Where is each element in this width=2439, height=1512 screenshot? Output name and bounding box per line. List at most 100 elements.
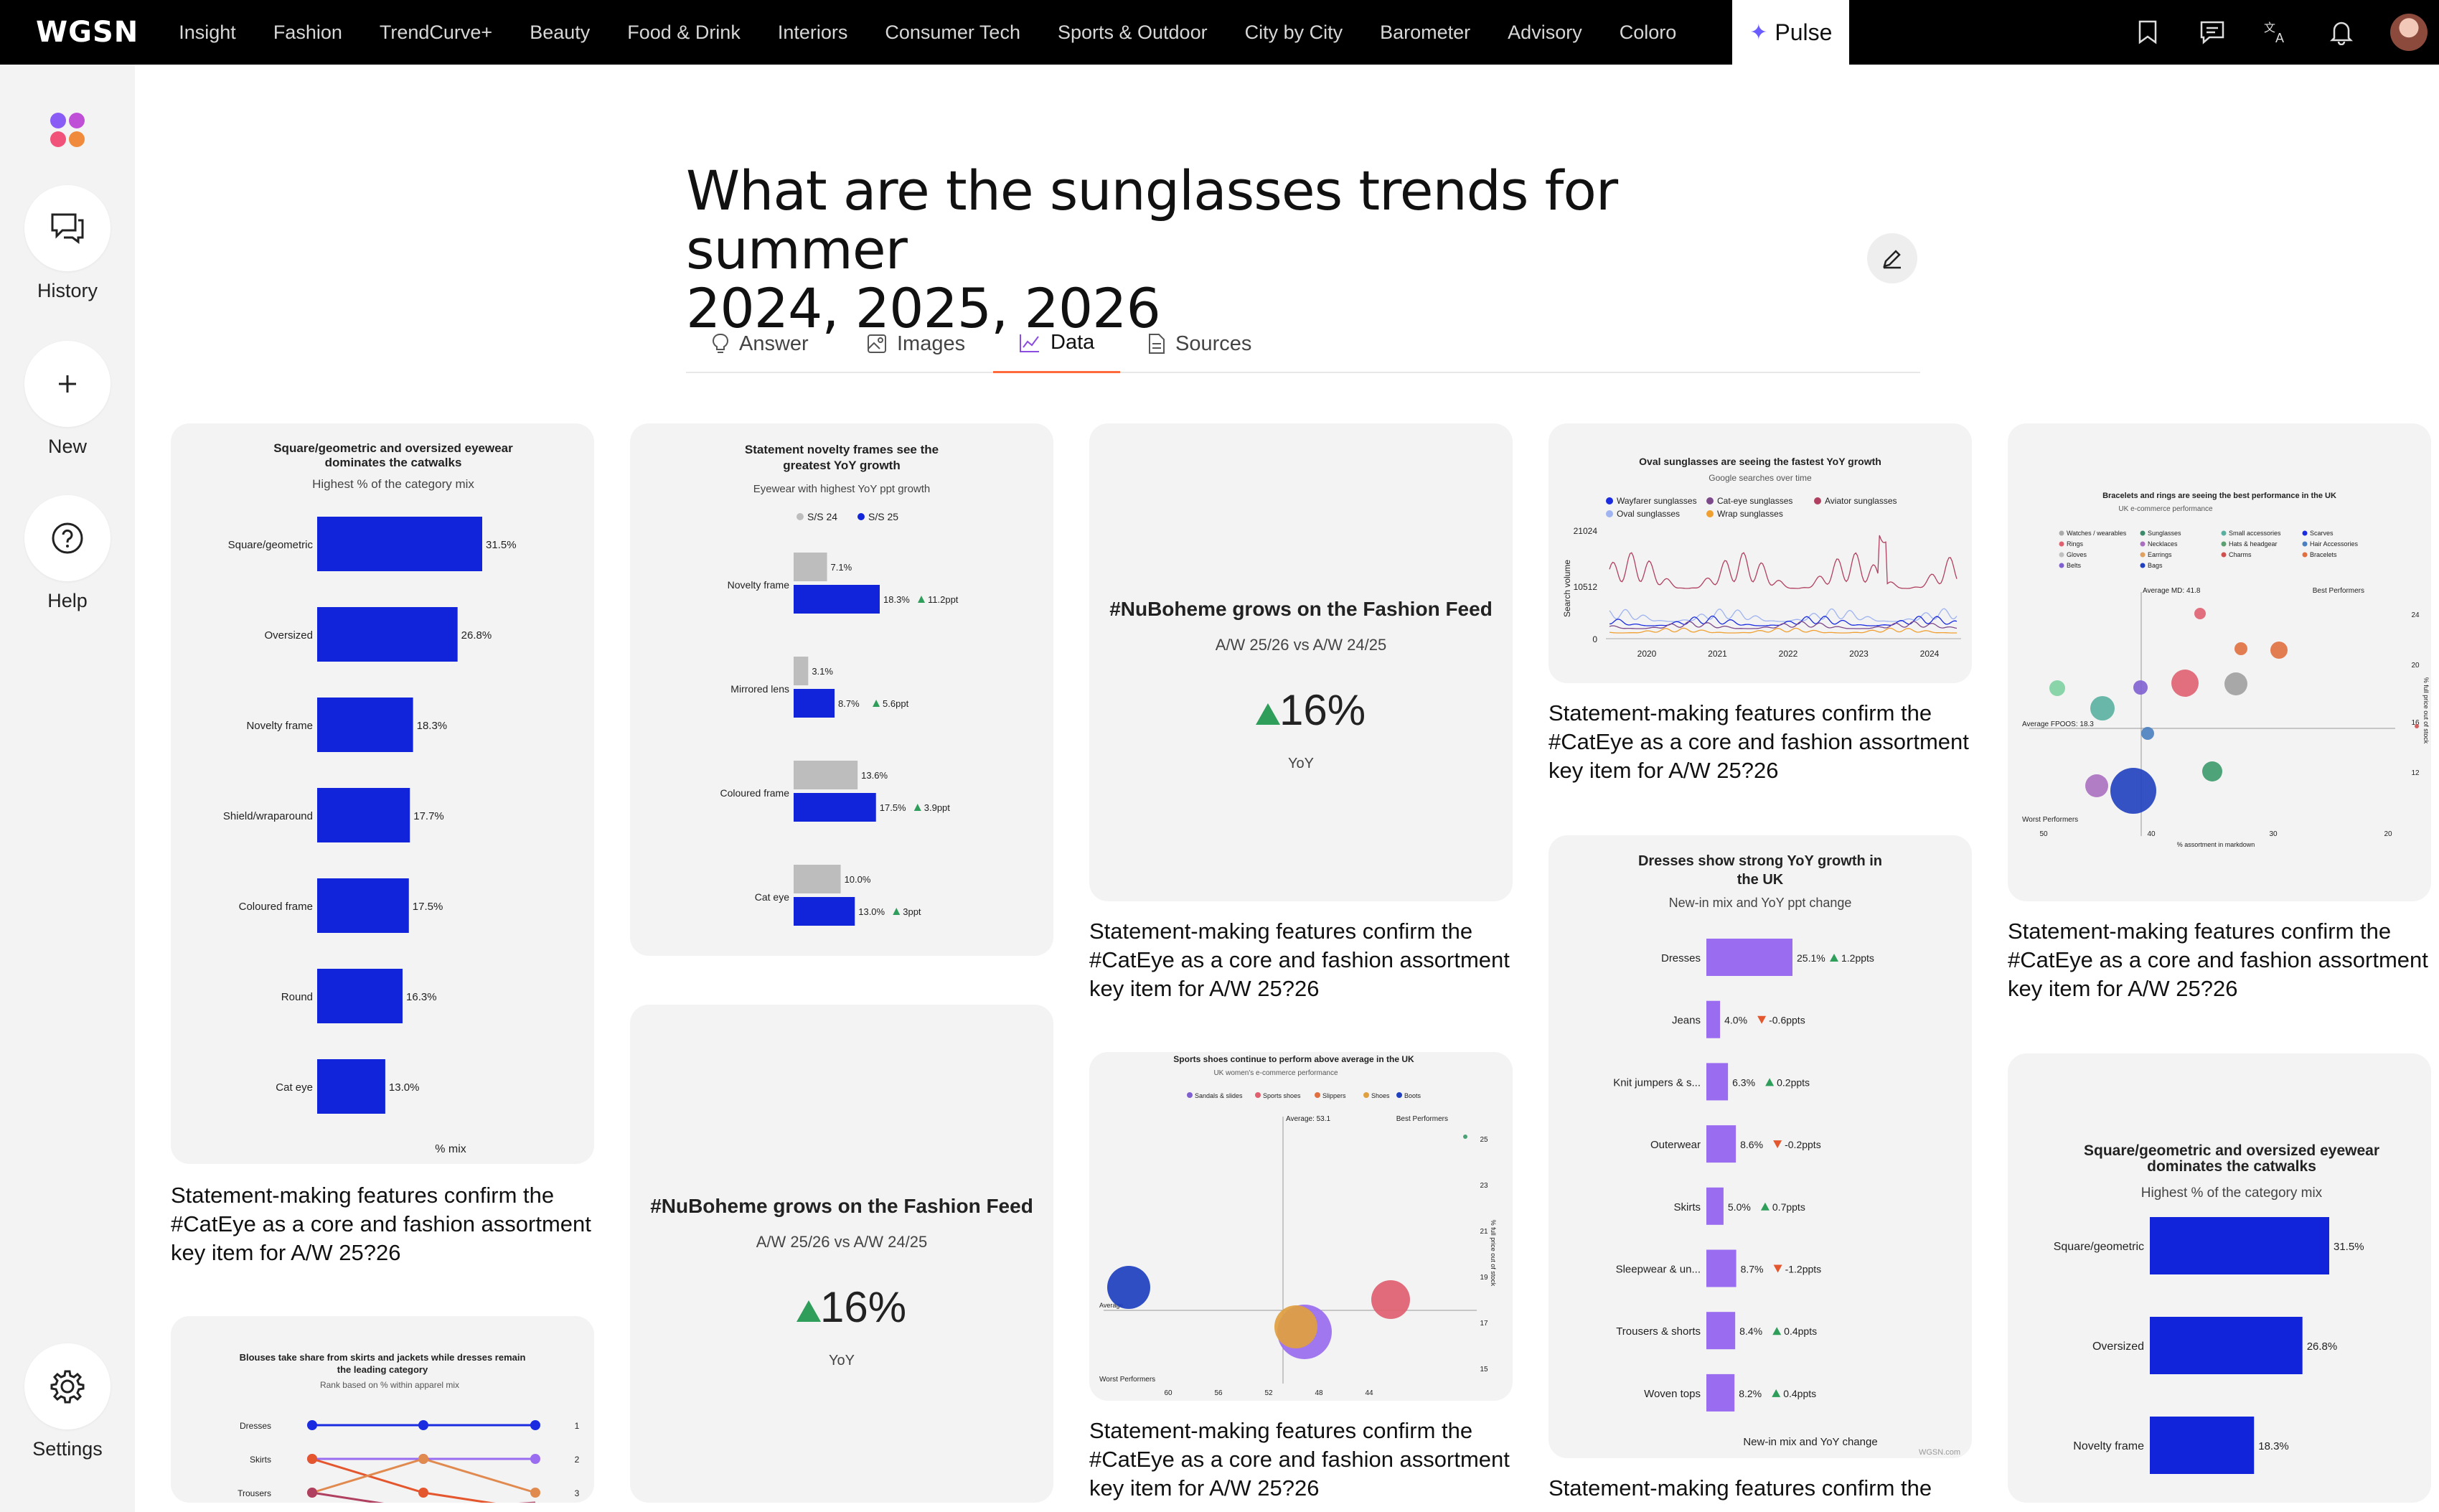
category-label: Jeans [1672, 1015, 1701, 1027]
chart-card-novelty-growth[interactable]: Statement novelty frames see the greatest… [630, 423, 1053, 956]
category-label: Cat eye [755, 891, 789, 903]
y-tick-label: 12 [2411, 769, 2420, 777]
bar [1706, 1249, 1737, 1287]
bar [1706, 1187, 1724, 1225]
chart-card-dresses-growth[interactable]: Dresses show strong YoY growth in the UK N… [1549, 835, 1972, 1458]
legend-swatch [2302, 541, 2308, 547]
legend-swatch [2140, 552, 2146, 558]
chart-title: Square/geometric and oversized eyewear [273, 441, 513, 455]
legend-label: Small accessories [2229, 530, 2281, 537]
y-tick-label: 15 [1480, 1366, 1488, 1374]
legend-swatch [1814, 497, 1821, 504]
up-triangle-icon [873, 700, 880, 707]
wgsn-logo[interactable]: WGSN [36, 16, 139, 49]
chart-card-blouses[interactable]: Blouses take share from skirts and jacke… [171, 1316, 594, 1503]
bar [794, 897, 855, 926]
history-button[interactable] [24, 185, 111, 271]
rank-line [311, 1491, 535, 1503]
chart-subtitle: UK e-commerce performance [2118, 505, 2213, 513]
x-tick-label: 60 [1164, 1389, 1172, 1397]
bookmark-icon[interactable] [2128, 12, 2168, 52]
help-button[interactable] [24, 495, 111, 581]
chart-card-oval-sunglasses[interactable]: Oval sunglasses are seeing the fastest Y… [1549, 423, 1972, 683]
nav-item-insight[interactable]: Insight [179, 21, 236, 43]
chart-card-sports-shoes[interactable]: Sports shoes continue to perform above a… [1089, 1052, 1513, 1401]
tab-data[interactable]: Data [993, 314, 1121, 373]
legend-swatch [857, 513, 865, 520]
nav-item-consumer-tech[interactable]: Consumer Tech [885, 21, 1020, 43]
new-button[interactable] [24, 341, 111, 427]
tab-images[interactable]: Images [867, 314, 965, 373]
category-label: Coloured frame [239, 901, 313, 913]
rank-point [307, 1488, 317, 1498]
chart-caption-nuboheme-1: Statement-making features confirm the #C… [1089, 919, 1510, 1001]
chart-card-bracelets-rings[interactable]: Bracelets and rings are seeing the best … [2008, 423, 2431, 901]
bubble [2234, 642, 2247, 655]
edit-button[interactable] [1867, 233, 1917, 283]
x-tick-label: 2023 [1849, 649, 1869, 659]
category-label: Square/geometric [2054, 1241, 2144, 1253]
change-label: 5.6ppt [883, 698, 909, 709]
legend-swatch [1606, 497, 1613, 504]
legend-label: Watches / wearables [2067, 530, 2127, 537]
bar-value-label: 7.1% [831, 562, 852, 573]
nav-item-interiors[interactable]: Interiors [777, 21, 848, 43]
nav-item-food-drink[interactable]: Food & Drink [627, 21, 741, 43]
up-triangle-icon [1760, 1202, 1770, 1211]
change-label: 3.9ppt [924, 802, 951, 813]
bar-value-label: 17.5% [880, 802, 906, 813]
nuboheme-2-stat: #NuBoheme grows on the Fashion Feed A/W 2… [650, 1195, 1033, 1368]
bar [794, 657, 809, 685]
category-label: Novelty frame [2073, 1440, 2144, 1452]
legend-swatch [2059, 530, 2064, 536]
footer-label: WGSN.com [1919, 1448, 1960, 1457]
legend-label: Wrap sunglasses [1717, 509, 1783, 519]
tab-sources[interactable]: Sources [1148, 314, 1251, 373]
nav-item-trendcurve[interactable]: TrendCurve+ [379, 21, 493, 43]
y-tick-label: 10512 [1574, 582, 1598, 592]
change-label: -0.2ppts [1785, 1139, 1821, 1150]
chart-title: Blouses take share from skirts and jacke… [240, 1352, 526, 1363]
settings-button[interactable] [24, 1343, 111, 1429]
chart-card-eyewear-mix[interactable]: Square/geometric and oversized eyewear do… [171, 423, 594, 1164]
legend-label: Boots [1404, 1092, 1421, 1099]
tab-answer[interactable]: Answer [712, 314, 809, 373]
chart-caption-eyewear-mix: Statement-making features confirm the #C… [171, 1183, 591, 1265]
chart-card-nuboheme-2[interactable]: #NuBoheme grows on the Fashion Feed A/W 2… [630, 1005, 1053, 1503]
nav-item-coloro[interactable]: Coloro [1619, 21, 1677, 43]
nav-item-city-by-city[interactable]: City by City [1244, 21, 1343, 43]
dresses-growth-chart: Dresses show strong YoY growth in the UK N… [1613, 853, 1960, 1457]
pencil-icon [1883, 250, 1901, 269]
legend-swatch [2221, 552, 2227, 558]
nav-item-advisory[interactable]: Advisory [1508, 21, 1582, 43]
chart-card-nuboheme-1[interactable]: #NuBoheme grows on the Fashion Feed A/W 2… [1089, 423, 1513, 901]
nav-item-fashion[interactable]: Fashion [273, 21, 342, 43]
bar [794, 761, 858, 789]
top-navigation: WGSN Insight Fashion TrendCurve+ Beauty Food… [0, 0, 2439, 65]
y-tick-label: 21024 [1574, 526, 1598, 536]
bar [317, 788, 410, 842]
category-label: Mirrored lens [730, 683, 789, 695]
nav-item-beauty[interactable]: Beauty [530, 21, 591, 43]
chart-title: Statement novelty frames see the [745, 443, 939, 456]
user-avatar[interactable] [2390, 14, 2428, 51]
chart-title: Bracelets and rings are seeing the best … [2102, 492, 2336, 500]
nav-item-sports-outdoor[interactable]: Sports & Outdoor [1057, 21, 1208, 43]
chart-card-eyewear-mix-2[interactable]: Square/geometric and oversized eyewear do… [2008, 1053, 2431, 1503]
category-label: Oversized [2092, 1340, 2144, 1353]
change-label: 0.2ppts [1777, 1076, 1810, 1088]
nav-item-barometer[interactable]: Barometer [1380, 21, 1471, 43]
bubble [2415, 724, 2419, 728]
bracelets-rings-chart: Bracelets and rings are seeing the best … [2022, 492, 2430, 848]
chat-icon[interactable] [2192, 12, 2232, 52]
bar-value-label: 5.0% [1728, 1201, 1751, 1213]
bar-value-label: 13.6% [861, 770, 888, 781]
bell-icon[interactable] [2321, 12, 2362, 52]
legend-swatch [1315, 1092, 1320, 1098]
legend-label: S/S 24 [807, 511, 837, 522]
nav-item-pulse[interactable]: ✦ Pulse [1732, 0, 1850, 65]
annotation-label: Best Performers [2313, 587, 2364, 595]
down-triangle-icon [1773, 1264, 1782, 1273]
chart-subtitle: Eyewear with highest YoY ppt growth [753, 483, 931, 495]
